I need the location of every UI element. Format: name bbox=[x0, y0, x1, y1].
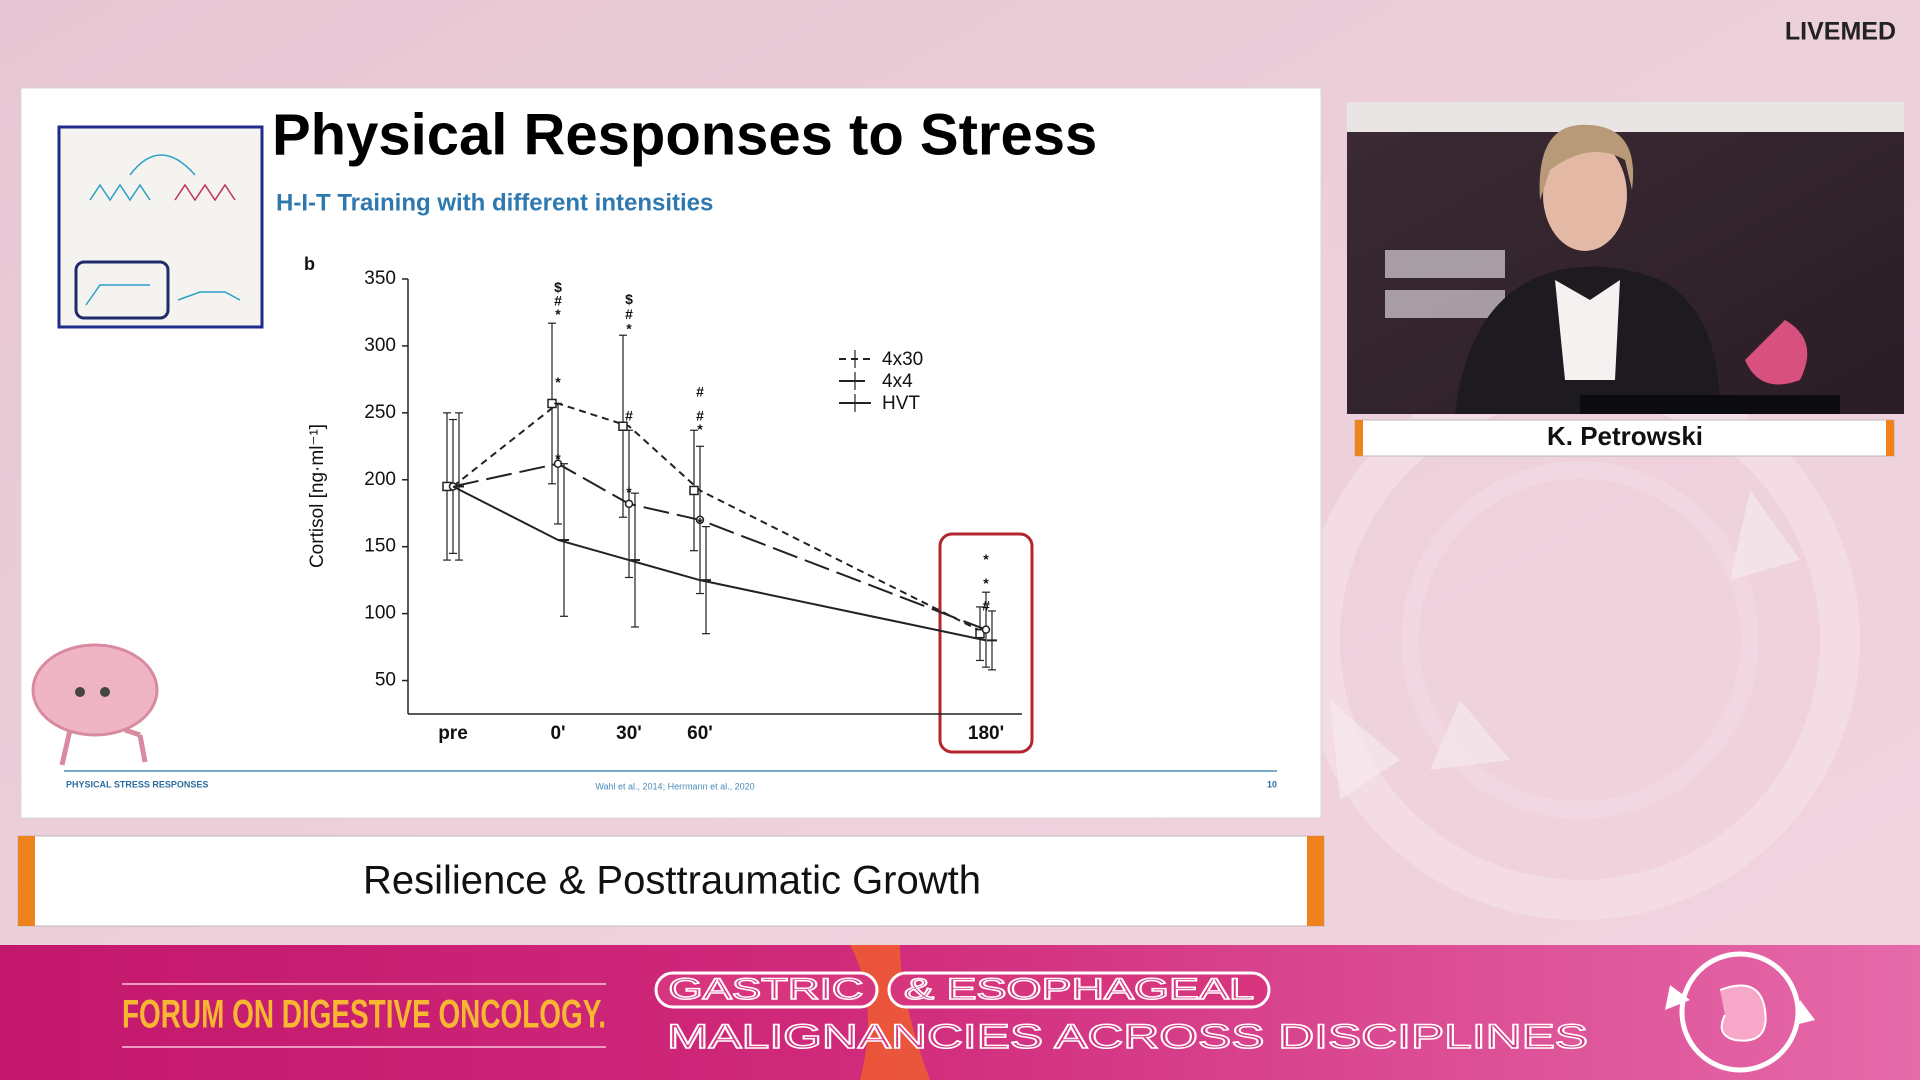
annotation: # bbox=[554, 292, 562, 308]
logo: LIVEMED bbox=[1785, 18, 1896, 46]
video-backdrop bbox=[1347, 102, 1904, 132]
x-tick-label: 180' bbox=[968, 723, 1004, 744]
marker bbox=[689, 485, 699, 496]
thumbnail-sketch bbox=[89, 183, 151, 202]
speaker-shirt bbox=[1555, 280, 1620, 380]
thumbnail-sketch bbox=[129, 154, 196, 176]
banner-pill bbox=[654, 971, 879, 1009]
y-tick-label: 100 bbox=[364, 603, 396, 624]
marker bbox=[975, 628, 985, 639]
lower-third-accent bbox=[18, 836, 35, 926]
y-tick-label: 200 bbox=[364, 469, 396, 490]
highlight-box bbox=[938, 532, 1034, 754]
marker bbox=[981, 625, 991, 634]
footer-center: Wahl et al., 2014; Herrmann et al., 2020 bbox=[595, 781, 754, 791]
video-graphic bbox=[1745, 320, 1808, 385]
y-tick-label: 150 bbox=[364, 536, 396, 557]
y-tick-label: 300 bbox=[364, 335, 396, 356]
annotation: # bbox=[625, 306, 633, 322]
banner-tag: & ESOPHAGEAL bbox=[904, 973, 1254, 1006]
x-tick-label: 30' bbox=[616, 723, 642, 744]
annotation: # bbox=[696, 408, 704, 424]
annotation: $ bbox=[554, 279, 562, 295]
thumbnail-sketch bbox=[85, 284, 150, 306]
thumbnail-sketch bbox=[177, 291, 241, 301]
marker bbox=[618, 421, 628, 431]
lower-third bbox=[17, 835, 1325, 927]
annotation: * bbox=[555, 450, 561, 466]
speaker-name: K. Petrowski bbox=[1547, 421, 1703, 451]
thumbnail bbox=[57, 125, 264, 329]
bg-ring bbox=[1401, 461, 1759, 819]
panel-label: b bbox=[304, 254, 315, 274]
banner-tag: GASTRIC bbox=[669, 973, 864, 1006]
annotation: * bbox=[626, 484, 632, 500]
annotation: # bbox=[982, 598, 990, 614]
annotation: # bbox=[696, 383, 704, 399]
annotation: * bbox=[626, 321, 632, 337]
series-line bbox=[452, 402, 987, 635]
speaker-face bbox=[1543, 139, 1627, 251]
marker bbox=[695, 515, 705, 525]
x-tick-label: 0' bbox=[550, 723, 565, 744]
bg-triangle bbox=[1730, 490, 1800, 580]
annotation: * bbox=[983, 575, 989, 591]
annotation: * bbox=[697, 421, 703, 437]
y-axis-label: Cortisol [ng·ml⁻¹] bbox=[307, 424, 328, 568]
banner-emblem bbox=[1665, 951, 1815, 1073]
marker bbox=[624, 499, 634, 509]
annotation: * bbox=[697, 515, 703, 531]
video-backdrop bbox=[1385, 250, 1505, 278]
banner-pill bbox=[887, 971, 1271, 1009]
footer-left: PHYSICAL STRESS RESPONSES bbox=[66, 779, 208, 789]
y-tick-label: 50 bbox=[375, 670, 396, 691]
thumbnail-sketch bbox=[174, 183, 236, 202]
legend-label: HVT bbox=[882, 393, 920, 414]
lectern bbox=[1580, 395, 1840, 414]
legend-label: 4x4 bbox=[882, 371, 913, 392]
annotation: * bbox=[983, 551, 989, 567]
name-bar bbox=[1354, 419, 1895, 457]
slide-title: Physical Responses to Stress bbox=[272, 102, 1097, 167]
speaker-hair bbox=[1539, 124, 1634, 200]
slide-subtitle: H-I-T Training with different intensitie… bbox=[276, 189, 713, 216]
x-tick-label: 60' bbox=[687, 723, 713, 744]
bg-triangle bbox=[1430, 700, 1510, 770]
lower-third-text: Resilience & Posttraumatic Growth bbox=[363, 859, 981, 903]
bg-triangle bbox=[1330, 700, 1400, 800]
thumbnail-highlight bbox=[74, 260, 170, 320]
lower-third-accent bbox=[1307, 836, 1324, 926]
series-line bbox=[452, 485, 987, 642]
name-bar-accent bbox=[1355, 420, 1363, 456]
annotation: # bbox=[625, 408, 633, 424]
name-bar-accent bbox=[1886, 420, 1894, 456]
x-tick-label: pre bbox=[438, 723, 468, 744]
chart: 50 100 150 200 250 300 350 pre 0' 30' 60' 180' Corti… bbox=[307, 268, 1022, 744]
y-tick-label: 250 bbox=[364, 402, 396, 423]
banner-forum: FORUM ON DIGESTIVE ONCOLOGY. bbox=[122, 993, 606, 1037]
annotation: $ bbox=[625, 291, 633, 307]
y-tick-label: 350 bbox=[364, 268, 396, 289]
annotation: * bbox=[555, 374, 561, 390]
banner-tagline: MALIGNANCIES ACROSS DISCIPLINES bbox=[667, 1018, 1588, 1056]
legend-label: 4x30 bbox=[882, 349, 923, 370]
banner bbox=[0, 945, 1920, 1080]
video-backdrop bbox=[1385, 290, 1505, 318]
brain-mascot bbox=[31, 643, 159, 766]
annotation: * bbox=[555, 306, 561, 322]
page-number: 10 bbox=[1267, 779, 1277, 789]
